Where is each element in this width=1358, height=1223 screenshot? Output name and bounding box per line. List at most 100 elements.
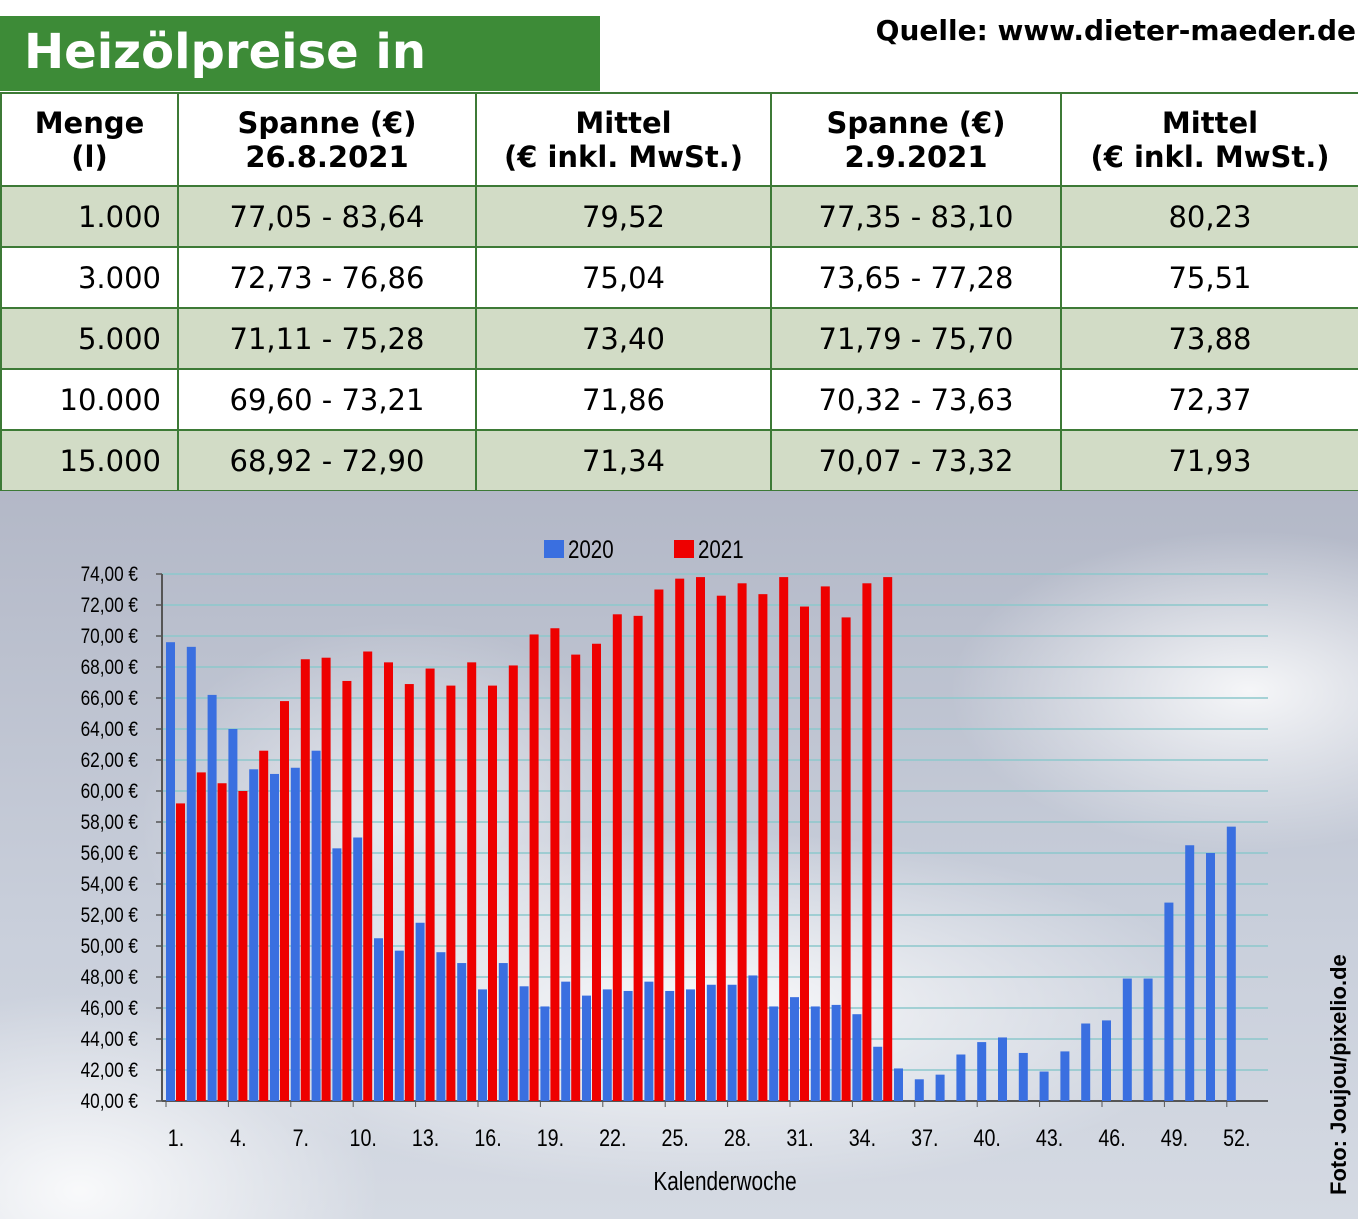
bar: [540, 1006, 550, 1101]
bar: [665, 990, 675, 1101]
header-line: (€ inkl. MwSt.): [503, 139, 744, 174]
x-tick-label: 28.: [724, 1124, 751, 1151]
column-header: Menge (l): [0, 92, 179, 187]
bar: [612, 614, 622, 1101]
legend-label: 2020: [568, 535, 614, 563]
y-tick-label: 74,00 €: [81, 564, 139, 587]
x-tick-label: 49.: [1161, 1124, 1188, 1151]
bar: [300, 659, 310, 1101]
bar: [1143, 978, 1153, 1101]
table-cell: 69,60 - 73,21: [177, 368, 477, 431]
bar: [415, 922, 425, 1101]
bar: [706, 984, 716, 1101]
table-cell: 79,52: [475, 185, 772, 248]
bar: [238, 791, 248, 1101]
table-cell: 71,34: [475, 429, 772, 492]
bar: [883, 577, 893, 1101]
x-tick-label: 13.: [412, 1124, 439, 1151]
bar: [1081, 1023, 1091, 1101]
bar: [436, 952, 446, 1101]
bar: [374, 938, 383, 1101]
table-row: 5.000 71,11 - 75,28 73,40 71,79 - 75,70 73,8…: [0, 307, 1358, 370]
bar: [696, 577, 705, 1101]
table-cell: 73,65 - 77,28: [770, 246, 1062, 309]
x-tick-label: 40.: [974, 1124, 1001, 1151]
bar: [623, 990, 633, 1101]
y-tick-label: 64,00 €: [81, 719, 139, 742]
photo-credit: Foto: Joujou/pixelio.de: [1326, 954, 1351, 1195]
column-header: Mittel (€ inkl. MwSt.): [475, 92, 772, 187]
bar: [394, 950, 404, 1101]
table-cell: 10.000: [0, 368, 179, 431]
bar: [207, 694, 217, 1101]
x-tick-label: 34.: [849, 1124, 876, 1151]
bar: [716, 595, 726, 1101]
x-tick-label: 1.: [168, 1124, 184, 1151]
bar: [810, 1006, 820, 1101]
bar: [1164, 902, 1174, 1101]
x-tick-label: 4.: [230, 1124, 246, 1151]
bar: [457, 963, 467, 1101]
bar: [467, 662, 477, 1101]
bar: [935, 1074, 945, 1101]
table-row: 10.000 69,60 - 73,21 71,86 70,32 - 73,63 72,…: [0, 368, 1358, 431]
x-tick-label: 43.: [1036, 1124, 1063, 1151]
bar: [290, 767, 300, 1101]
bar: [758, 594, 768, 1101]
bar: [686, 989, 695, 1101]
y-tick-label: 52,00 €: [81, 905, 139, 928]
bar: [332, 848, 342, 1101]
x-tick-label: 10.: [350, 1124, 377, 1151]
x-tick-label: 7.: [293, 1124, 309, 1151]
bar: [790, 997, 799, 1101]
bar: [249, 769, 259, 1101]
bar: [873, 1046, 883, 1101]
bar: [259, 750, 269, 1101]
bar: [582, 995, 591, 1101]
bar: [862, 583, 872, 1101]
bar: [519, 986, 529, 1101]
header-line: Mittel: [575, 105, 672, 140]
bar: [998, 1037, 1007, 1101]
x-tick-label: 37.: [911, 1124, 938, 1151]
bar: [488, 685, 497, 1101]
x-tick-label: 52.: [1223, 1124, 1250, 1151]
y-tick-label: 72,00 €: [81, 595, 139, 618]
x-tick-label: 46.: [1098, 1124, 1125, 1151]
table-cell: 75,51: [1060, 246, 1358, 309]
x-tick-label: 31.: [786, 1124, 813, 1151]
bar: [977, 1042, 987, 1101]
bar: [280, 701, 289, 1101]
bar: [196, 772, 206, 1101]
bar: [633, 615, 643, 1101]
table-cell: 1.000: [0, 185, 179, 248]
y-tick-label: 58,00 €: [81, 812, 139, 835]
bar: [1018, 1052, 1028, 1101]
header-line: Menge: [34, 105, 145, 140]
y-tick-label: 68,00 €: [81, 657, 139, 680]
bar: [894, 1068, 903, 1101]
title: Heizölpreise in Berlin: [0, 16, 600, 152]
bar: [176, 803, 185, 1101]
y-tick-label: 56,00 €: [81, 843, 139, 866]
column-header: Spanne (€) 26.8.2021: [177, 92, 477, 187]
table-cell: 77,35 - 83,10: [770, 185, 1062, 248]
legend-swatch: [544, 540, 564, 558]
bar: [342, 680, 352, 1101]
bar: [529, 634, 539, 1101]
bar: [769, 1006, 779, 1101]
y-tick-label: 44,00 €: [81, 1029, 139, 1052]
bar: [602, 989, 612, 1101]
bar: [914, 1079, 924, 1101]
bar: [779, 577, 789, 1101]
bar: [186, 646, 196, 1101]
x-tick-label: 16.: [474, 1124, 501, 1151]
header-line: Spanne (€): [237, 105, 417, 140]
header-line: (l): [71, 139, 108, 174]
bar: [1060, 1051, 1070, 1101]
bar: [363, 651, 373, 1101]
y-tick-label: 46,00 €: [81, 998, 139, 1021]
bar: [217, 783, 227, 1101]
bar: [675, 578, 685, 1101]
table-cell: 3.000: [0, 246, 179, 309]
